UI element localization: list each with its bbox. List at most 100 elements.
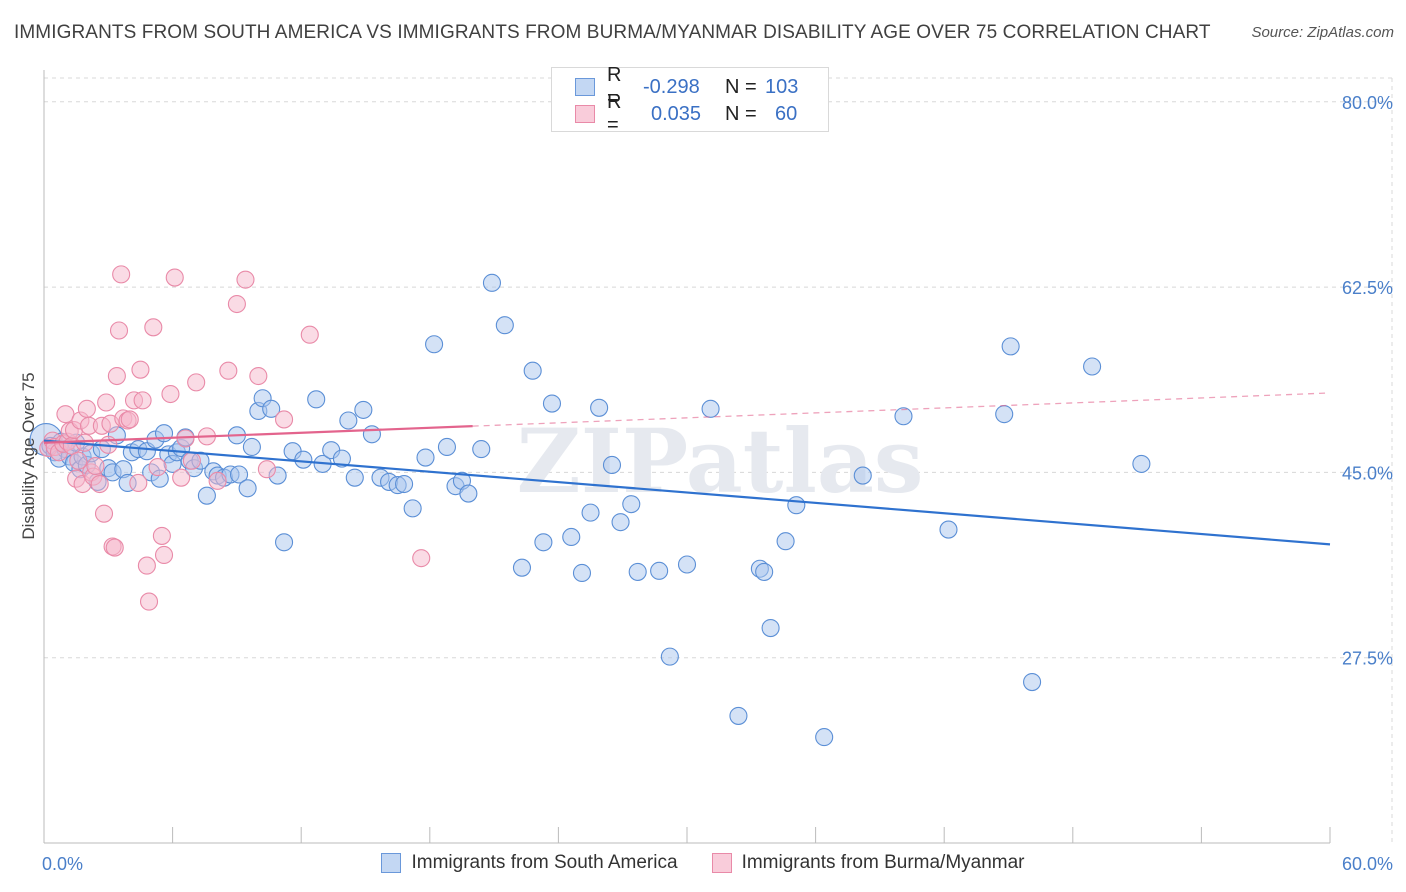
y-tick-label: 80.0% xyxy=(1342,93,1393,113)
r-label: R = xyxy=(607,91,622,136)
south-america-point xyxy=(628,562,647,581)
south-america-point xyxy=(197,486,216,505)
south-america-point xyxy=(523,361,542,380)
burma-point xyxy=(152,526,171,545)
south-america-point xyxy=(229,465,249,484)
south-america-point xyxy=(939,520,958,539)
south-america-point xyxy=(1132,454,1151,473)
burma-point xyxy=(139,592,159,611)
data-points xyxy=(29,265,1151,747)
south-america-trend-line xyxy=(43,439,1331,546)
south-america-point xyxy=(660,647,679,666)
axes xyxy=(43,70,1331,844)
south-america-point xyxy=(339,411,358,430)
burma-point xyxy=(131,360,150,379)
burma-point xyxy=(144,318,163,337)
y-tick-labels: 27.5% 45.0% 62.5% 80.0% xyxy=(1342,93,1393,669)
south-america-point xyxy=(894,407,913,426)
x-tick-label: 60.0% xyxy=(1342,854,1393,874)
south-america-point xyxy=(542,394,562,413)
south-america-point xyxy=(512,558,532,577)
south-america-point xyxy=(416,448,435,467)
south-america-point xyxy=(650,561,669,580)
burma-point xyxy=(86,456,105,476)
south-america-point xyxy=(677,555,697,574)
legend-label: Immigrants from South America xyxy=(411,852,678,873)
south-america-point xyxy=(238,479,257,498)
burma-point xyxy=(129,473,148,493)
south-america-point xyxy=(294,450,313,469)
south-america-point xyxy=(472,440,491,459)
burma-point xyxy=(56,405,75,424)
burma-point xyxy=(187,373,206,392)
y-tick-label: 62.5% xyxy=(1342,278,1393,298)
burma-point xyxy=(249,366,268,386)
blue-swatch xyxy=(575,78,595,96)
legend-item-south-america[interactable]: Immigrants from South America xyxy=(381,852,678,874)
y-tick-label: 45.0% xyxy=(1342,463,1393,483)
chart-source: Source: ZipAtlas.com xyxy=(1251,24,1394,41)
burma-point xyxy=(275,410,294,429)
south-america-point xyxy=(701,399,720,418)
south-america-point xyxy=(459,484,478,503)
r-value: 0.035 xyxy=(651,102,702,125)
south-america-point xyxy=(602,455,622,475)
burma-point xyxy=(165,268,184,287)
south-america-point xyxy=(425,335,444,354)
south-america-point xyxy=(853,466,872,485)
burma-point xyxy=(90,474,109,494)
south-america-point xyxy=(755,562,774,581)
south-america-point xyxy=(354,400,373,419)
south-america-point xyxy=(776,532,795,551)
n-value: 60 xyxy=(775,102,798,125)
n-value: 103 xyxy=(765,75,799,98)
south-america-point xyxy=(275,533,294,552)
south-america-point xyxy=(403,499,422,518)
burma-trend-line-solid xyxy=(43,425,473,444)
n-label: N = xyxy=(725,75,757,98)
south-america-point xyxy=(995,405,1014,424)
pink-swatch xyxy=(711,853,732,873)
burma-point xyxy=(172,468,191,487)
r-label: R = xyxy=(607,64,622,109)
south-america-point xyxy=(395,474,414,494)
burma-point xyxy=(77,399,96,418)
burma-point xyxy=(97,393,116,412)
south-america-point xyxy=(1001,337,1020,356)
south-america-point xyxy=(482,273,502,292)
stats-legend: R = -0.298 N = 103 R = 0.035 N = 60 xyxy=(551,64,829,136)
south-america-point xyxy=(562,527,581,547)
burma-point xyxy=(208,471,227,490)
legend-label: Immigrants from Burma/Myanmar xyxy=(741,852,1025,873)
x-tick-label: 0.0% xyxy=(42,854,83,874)
south-america-point xyxy=(572,563,592,583)
burma-point xyxy=(69,451,88,470)
south-america-point xyxy=(437,437,456,457)
burma-point xyxy=(236,270,255,289)
south-america-point xyxy=(534,533,553,552)
burma-point xyxy=(109,321,129,340)
y-tick-label: 27.5% xyxy=(1342,649,1393,669)
burma-point xyxy=(257,460,276,479)
series-legend: Immigrants from South America Immigrants… xyxy=(0,852,1406,874)
legend-item-burma[interactable]: Immigrants from Burma/Myanmar xyxy=(711,852,1025,874)
pink-swatch xyxy=(575,105,595,123)
blue-swatch xyxy=(381,853,402,873)
chart-title: IMMIGRANTS FROM SOUTH AMERICA VS IMMIGRA… xyxy=(14,22,1211,43)
burma-point xyxy=(137,556,156,575)
x-tick-labels: 0.0% 60.0% xyxy=(42,854,1393,874)
south-america-point xyxy=(262,399,281,418)
n-label: N = xyxy=(725,102,757,125)
burma-point xyxy=(227,294,246,314)
burma-point xyxy=(154,545,174,565)
stats-legend-row-south-america: R = -0.298 N = 103 xyxy=(552,64,799,109)
burma-point xyxy=(112,265,131,284)
burma-point xyxy=(148,458,167,477)
burma-point xyxy=(120,410,139,429)
south-america-point xyxy=(581,503,600,522)
watermark: ZIPatlas xyxy=(517,409,924,513)
south-america-point xyxy=(787,496,806,515)
burma-point xyxy=(300,325,319,344)
watermark-text: ZIPatlas xyxy=(517,409,924,513)
